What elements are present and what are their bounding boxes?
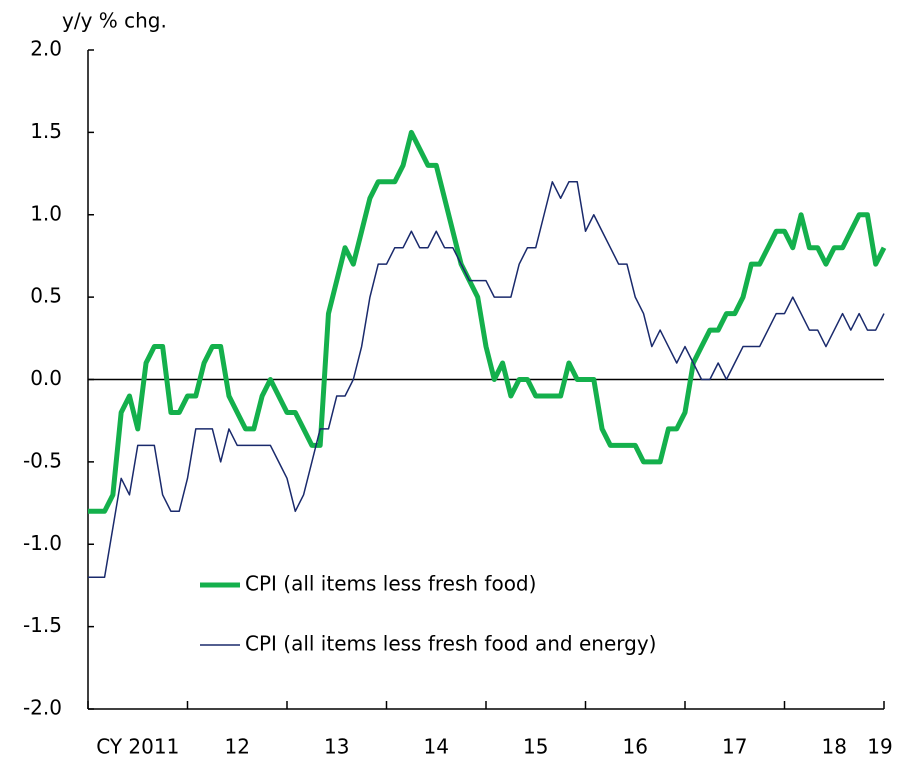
series-line — [88, 129, 887, 514]
legend-label: CPI (all items less fresh food and energ… — [245, 632, 656, 656]
y-tick-label: 0.5 — [30, 284, 62, 308]
y-axis-label: y/y % chg. — [62, 9, 167, 33]
x-tick-label: 12 — [225, 735, 250, 759]
x-tick-label: 14 — [424, 735, 449, 759]
y-tick-label: -0.5 — [23, 448, 62, 472]
series-line — [88, 181, 885, 578]
x-tick-label: 15 — [523, 735, 548, 759]
y-tick-label: -2.0 — [23, 696, 62, 720]
y-tick-label: -1.5 — [23, 613, 62, 637]
y-tick-label: 2.0 — [30, 37, 62, 61]
y-tick-label: 1.5 — [30, 119, 62, 143]
y-tick-label: 1.0 — [30, 201, 62, 225]
x-tick-label: 19 — [867, 735, 892, 759]
x-tick-label: 17 — [722, 735, 747, 759]
x-tick-label: CY 2011 — [96, 735, 179, 759]
x-tick-label: 16 — [623, 735, 648, 759]
x-tick-label: 18 — [822, 735, 847, 759]
x-tick-label: 13 — [324, 735, 349, 759]
legend-label: CPI (all items less fresh food) — [245, 572, 536, 596]
y-tick-label: -1.0 — [23, 531, 62, 555]
y-tick-label: 0.0 — [30, 366, 62, 390]
